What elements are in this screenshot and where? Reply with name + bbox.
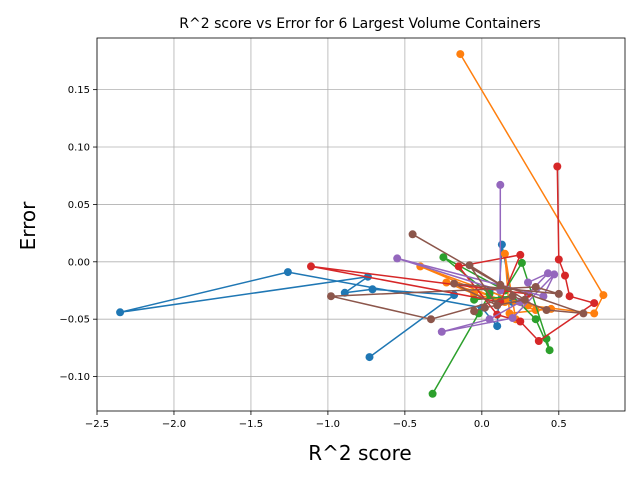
data-point [554,289,563,298]
x-tick-label: 0.5 [551,419,567,430]
data-point [590,299,599,308]
data-point [599,291,608,300]
chart-title: R^2 score vs Error for 6 Largest Volume … [179,16,540,32]
data-point [450,279,459,288]
data-point [365,353,374,362]
data-point [553,162,562,171]
data-point [590,309,599,318]
data-point [554,255,563,264]
data-point [500,249,509,258]
x-tick-label: 0.0 [474,419,490,430]
data-point [545,346,554,355]
data-point [428,389,437,398]
data-point [550,270,559,279]
data-point [496,280,505,289]
data-point [427,315,435,324]
x-tick-label: −1.0 [316,419,340,430]
y-tick-label: 0.05 [68,200,90,211]
data-point [480,303,489,312]
y-tick-label: 0.00 [68,257,90,268]
x-tick-label: −2.0 [162,419,186,430]
data-point [516,250,525,259]
data-point [531,283,540,291]
data-point [517,258,526,267]
data-point [327,292,335,301]
series-5 [393,180,559,336]
data-point [542,306,551,314]
data-point [524,278,532,287]
x-tick-label: −0.5 [393,419,417,430]
x-tick-label: −2.5 [85,419,109,430]
data-point [307,262,315,271]
data-point [116,308,125,317]
plot-frame [96,37,626,412]
data-point [437,327,446,336]
axes: −2.5 −2.0 −1.5 −1.0 −0.5 0.0 0.5 −0.10 −0.05 0.00… [59,37,626,430]
data-point [544,269,552,278]
data-point [454,262,463,271]
data-point [561,271,569,280]
data-point [565,292,574,301]
y-axis-label: Error [16,201,40,251]
data-point [493,322,502,331]
data-point [439,253,448,262]
data-point [485,315,494,324]
y-tick-label: −0.10 [59,372,90,383]
data-point [496,180,505,189]
data-point [408,230,417,239]
data-point [531,315,540,324]
data-point [456,50,465,59]
y-tick-label: −0.05 [59,315,90,326]
grid [96,38,625,411]
data-point [534,337,543,345]
data-point [470,307,479,316]
data-point [520,295,529,304]
data-point [393,254,402,263]
data-point [508,292,517,301]
plot-series [116,50,608,398]
data-point [508,314,517,322]
data-point [465,261,474,270]
series-6 [327,230,588,324]
y-tick-label: 0.10 [68,143,90,154]
data-point [283,268,292,277]
data-point [493,301,502,310]
data-point [516,317,525,326]
data-point [579,309,588,318]
data-point [368,285,377,294]
data-point [497,240,506,249]
x-tick-label: −1.5 [239,419,263,430]
x-axis-label: R^2 score [308,441,411,465]
y-tick-label: 0.15 [68,85,90,96]
